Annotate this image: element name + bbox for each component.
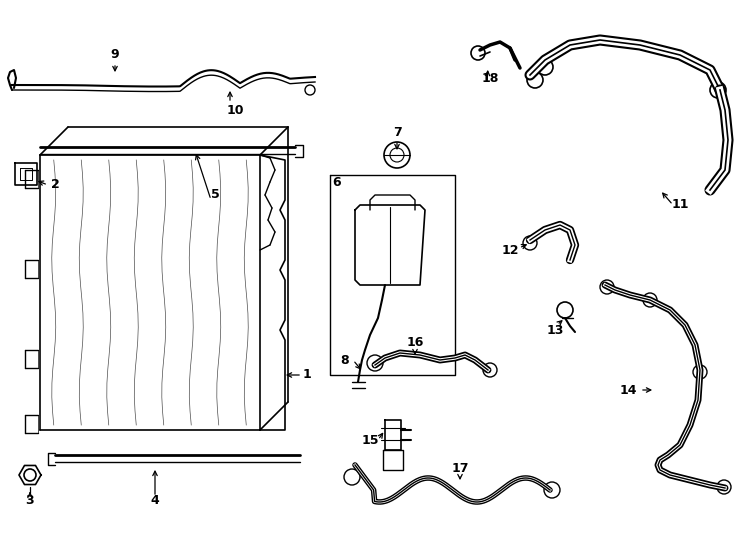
Circle shape — [483, 363, 497, 377]
Text: 9: 9 — [111, 49, 120, 62]
Text: 11: 11 — [672, 199, 688, 212]
Text: 18: 18 — [482, 71, 498, 84]
Text: 17: 17 — [451, 462, 469, 475]
Text: 13: 13 — [546, 323, 564, 336]
Text: 7: 7 — [393, 126, 401, 139]
Text: 10: 10 — [226, 104, 244, 117]
Circle shape — [384, 142, 410, 168]
Circle shape — [717, 480, 731, 494]
Circle shape — [710, 82, 726, 98]
Circle shape — [390, 148, 404, 162]
Text: 1: 1 — [302, 368, 311, 381]
Circle shape — [344, 469, 360, 485]
Circle shape — [600, 280, 614, 294]
Circle shape — [544, 482, 560, 498]
Text: 14: 14 — [619, 383, 637, 396]
Circle shape — [693, 365, 707, 379]
Text: 3: 3 — [26, 494, 34, 507]
Circle shape — [367, 355, 383, 371]
Text: 15: 15 — [361, 434, 379, 447]
Circle shape — [537, 59, 553, 75]
Text: 4: 4 — [150, 494, 159, 507]
Text: 16: 16 — [407, 335, 424, 348]
Text: 8: 8 — [341, 354, 349, 367]
Circle shape — [643, 293, 657, 307]
Text: 12: 12 — [501, 244, 519, 256]
Circle shape — [471, 46, 485, 60]
Text: 5: 5 — [211, 188, 219, 201]
Circle shape — [527, 72, 543, 88]
Circle shape — [557, 302, 573, 318]
Text: 2: 2 — [51, 179, 59, 192]
Circle shape — [523, 236, 537, 250]
Text: 6: 6 — [333, 177, 341, 190]
